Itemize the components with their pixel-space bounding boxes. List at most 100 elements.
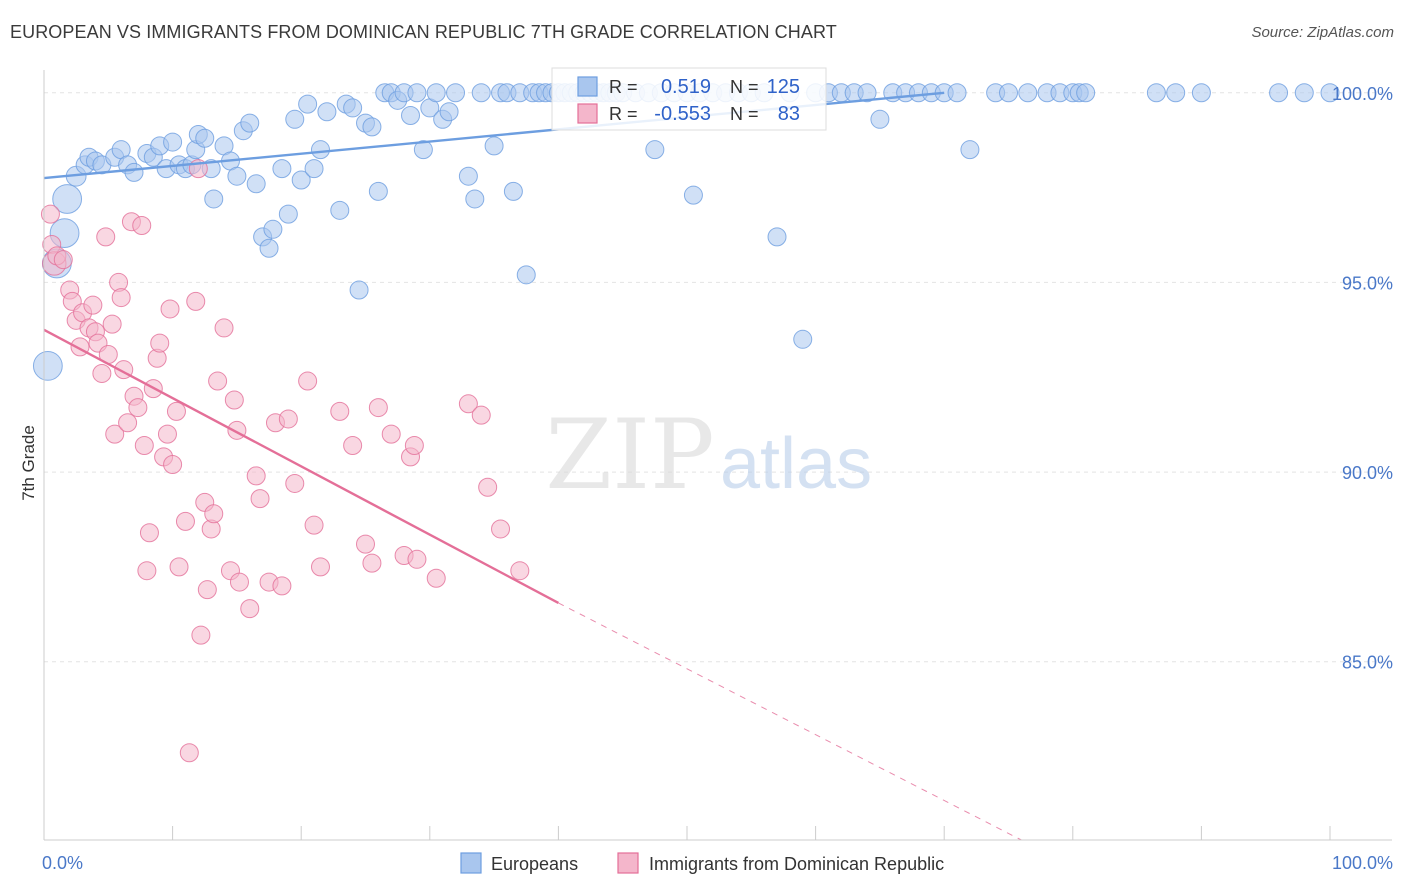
point-series1-41 xyxy=(186,291,206,311)
point-series0-48 xyxy=(362,117,382,137)
point-series1-25 xyxy=(128,398,148,418)
point-series1-77 xyxy=(471,405,491,425)
point-series1-54 xyxy=(240,599,260,619)
point-series1-59 xyxy=(272,576,292,596)
axes xyxy=(43,70,1392,841)
point-series1-0 xyxy=(40,204,60,224)
point-series0-128 xyxy=(1320,83,1340,103)
legend-label-europeans[interactable]: Europeans xyxy=(491,854,578,874)
point-series1-80 xyxy=(510,561,530,581)
point-series0-125 xyxy=(1191,83,1211,103)
point-series0-65 xyxy=(484,136,504,156)
point-series0-45 xyxy=(343,98,363,118)
point-series1-27 xyxy=(134,436,154,456)
point-series1-75 xyxy=(426,568,446,588)
point-series0-70 xyxy=(516,265,536,285)
point-series0-34 xyxy=(263,219,283,239)
point-series0-64 xyxy=(471,83,491,103)
trend-extension-series1 xyxy=(558,602,1022,841)
y-tick-label-3: 85.0% xyxy=(1342,653,1393,673)
point-series1-60 xyxy=(278,409,298,429)
point-series0-33 xyxy=(259,238,279,258)
stats-r-label-1: R = xyxy=(609,77,638,97)
x-tick-label-0: 0.0% xyxy=(42,853,83,873)
point-series0-41 xyxy=(310,140,330,160)
point-series1-14 xyxy=(92,363,112,383)
point-series1-17 xyxy=(102,314,122,334)
point-series1-69 xyxy=(368,398,388,418)
point-series1-63 xyxy=(304,515,324,535)
point-series1-36 xyxy=(163,454,183,474)
point-series0-122 xyxy=(1076,83,1096,103)
point-series1-4 xyxy=(53,250,73,270)
point-series0-3 xyxy=(52,184,83,214)
stats-n-label-2: N = xyxy=(730,104,759,124)
point-series0-25 xyxy=(204,189,224,209)
point-series0-23 xyxy=(195,128,215,148)
point-series0-68 xyxy=(503,181,523,201)
point-series1-20 xyxy=(111,288,131,308)
point-series0-36 xyxy=(278,204,298,224)
stats-n-value-2: 83 xyxy=(778,103,800,125)
point-series0-99 xyxy=(767,227,787,247)
point-series1-22 xyxy=(118,413,138,433)
point-series0-63 xyxy=(465,189,485,209)
point-series1-53 xyxy=(229,572,249,592)
point-series0-42 xyxy=(317,102,337,122)
point-series0-58 xyxy=(426,83,446,103)
stats-r-value-1: 0.519 xyxy=(661,76,711,98)
stats-legend: R = R = 0.519 -0.553 N = N = 125 83 xyxy=(551,67,827,131)
point-series0-40 xyxy=(304,159,324,179)
point-series0-38 xyxy=(291,170,311,190)
trend-line-series1 xyxy=(43,328,559,604)
point-series1-15 xyxy=(96,227,116,247)
point-series0-56 xyxy=(413,140,433,160)
point-series1-49 xyxy=(214,318,234,338)
point-series0-17 xyxy=(163,132,183,152)
point-series1-68 xyxy=(362,553,382,573)
point-series0-12 xyxy=(124,162,144,182)
point-series1-66 xyxy=(343,436,363,456)
legend-label-dominican[interactable]: Immigrants from Dominican Republic xyxy=(649,854,944,874)
stats-r-value-2: -0.553 xyxy=(654,103,711,125)
point-series1-74 xyxy=(407,549,427,569)
stats-n-value-1: 125 xyxy=(767,76,800,98)
legend: Europeans Immigrants from Dominican Repu… xyxy=(460,852,944,874)
stats-n-label-1: N = xyxy=(730,77,759,97)
point-series0-30 xyxy=(240,113,260,133)
point-series0-114 xyxy=(960,140,980,160)
point-series1-48 xyxy=(208,371,228,391)
point-series0-35 xyxy=(272,159,292,179)
point-series1-18 xyxy=(105,424,125,444)
point-series1-56 xyxy=(250,489,270,509)
point-series1-61 xyxy=(285,473,305,493)
point-series0-28 xyxy=(227,166,247,186)
point-series0-113 xyxy=(947,83,967,103)
series-dominican-points xyxy=(40,159,530,763)
legend-swatch-europeans[interactable] xyxy=(460,852,482,874)
watermark-zip: ZIP xyxy=(545,399,714,511)
trend-lines xyxy=(43,91,1022,841)
point-series0-39 xyxy=(298,94,318,114)
point-series1-78 xyxy=(478,477,498,497)
point-series0-31 xyxy=(246,174,266,194)
point-series0-107 xyxy=(870,109,890,129)
point-series0-37 xyxy=(285,109,305,129)
legend-swatch-dominican[interactable] xyxy=(617,852,639,874)
point-series1-70 xyxy=(381,424,401,444)
point-series0-46 xyxy=(349,280,369,300)
point-series1-55 xyxy=(246,466,266,486)
point-series0-43 xyxy=(330,200,350,220)
point-series1-38 xyxy=(169,557,189,577)
point-series0-127 xyxy=(1294,83,1314,103)
y-tick-label-0: 100.0% xyxy=(1332,84,1393,104)
point-series1-26 xyxy=(132,216,152,236)
point-series1-37 xyxy=(166,401,186,421)
point-series0-92 xyxy=(683,185,703,205)
point-series1-65 xyxy=(330,401,350,421)
point-series0-117 xyxy=(1018,83,1038,103)
y-tick-label-2: 90.0% xyxy=(1342,463,1393,483)
point-series0-49 xyxy=(368,181,388,201)
point-series1-67 xyxy=(356,534,375,554)
